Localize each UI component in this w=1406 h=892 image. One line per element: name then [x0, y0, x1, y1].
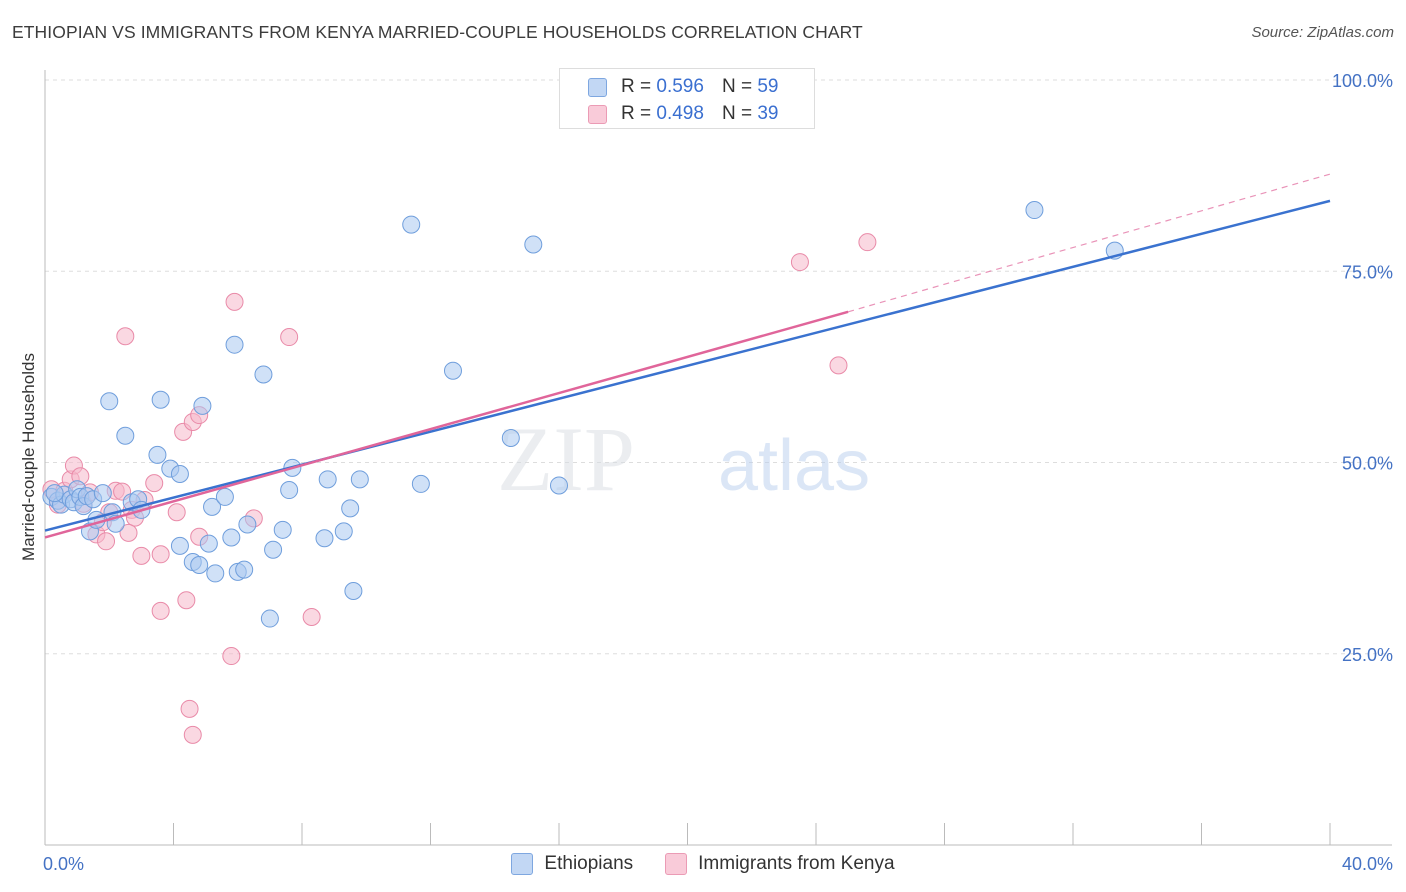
data-point: [116, 426, 135, 445]
data-point: [222, 528, 241, 547]
data-point: [97, 532, 116, 551]
data-point: [203, 497, 222, 516]
axes: [44, 70, 1392, 846]
data-point: [145, 474, 164, 493]
data-point: [222, 647, 241, 666]
data-point: [119, 523, 138, 542]
watermark-atlas: atlas: [718, 426, 870, 506]
legend-label: Immigrants from Kenya: [698, 853, 895, 874]
data-point: [524, 235, 543, 254]
data-point: [280, 481, 299, 500]
y-tick-label: 25.0%: [1342, 645, 1393, 665]
data-point: [315, 529, 334, 548]
n-label: N =: [721, 103, 753, 124]
trend-lines: [44, 173, 1331, 539]
data-point: [177, 591, 196, 610]
data-point: [151, 601, 170, 620]
data-point: [151, 390, 170, 409]
data-point: [318, 470, 337, 489]
pink-swatch: [588, 104, 607, 124]
data-point: [344, 582, 363, 601]
r-label: R =: [621, 103, 652, 124]
data-point: [402, 215, 421, 234]
y-axis-label: Married-couple Households: [19, 353, 38, 561]
data-point: [790, 253, 809, 272]
legend-row-ethiopians: R = 0.596 N = 59: [588, 76, 778, 98]
data-point: [183, 725, 202, 744]
data-point: [411, 474, 430, 493]
data-point: [858, 233, 877, 252]
r-value: 0.498: [656, 103, 704, 124]
series-legend: Ethiopians Immigrants from Kenya: [0, 852, 1406, 876]
correlation-legend: R = 0.596 N = 59 R = 0.498 N = 39: [559, 68, 815, 129]
data-point: [501, 429, 520, 448]
n-label: N =: [721, 76, 753, 97]
data-point: [132, 546, 151, 565]
watermark-zip: ZIP: [497, 408, 635, 510]
data-point: [260, 609, 279, 628]
r-label: R =: [621, 76, 652, 97]
data-point: [235, 560, 254, 579]
y-tick-label: 50.0%: [1342, 454, 1393, 474]
data-point: [215, 487, 234, 506]
pink-swatch: [665, 853, 688, 875]
data-point: [225, 292, 244, 311]
data-point: [334, 522, 353, 541]
x-tick-label: 40.0%: [1342, 854, 1393, 874]
data-point: [302, 608, 321, 627]
data-point: [273, 520, 292, 539]
data-point: [238, 515, 257, 534]
n-value: 59: [757, 76, 779, 97]
legend-item-kenya[interactable]: Immigrants from Kenya: [665, 853, 895, 875]
data-point: [1025, 201, 1044, 220]
trend-line-ethiopians: [44, 199, 1331, 532]
data-point: [341, 499, 360, 518]
data-point: [190, 556, 209, 575]
n-value: 39: [757, 103, 779, 124]
r-value: 0.596: [656, 76, 704, 97]
trend-extension-kenya: [847, 173, 1331, 313]
trend-line-kenya: [44, 310, 849, 539]
data-point: [254, 365, 273, 384]
data-point: [199, 534, 218, 553]
data-point: [829, 356, 848, 375]
data-point: [45, 484, 64, 503]
data-point: [225, 335, 244, 354]
data-point: [170, 464, 189, 483]
data-point: [170, 536, 189, 555]
data-point: [550, 476, 568, 495]
data-point: [193, 396, 212, 415]
data-point: [180, 699, 199, 718]
data-point: [167, 503, 186, 522]
data-point: [350, 470, 369, 489]
data-point: [148, 445, 167, 464]
data-point: [116, 327, 135, 346]
source-label: Source: ZipAtlas.com: [1251, 24, 1394, 41]
data-point: [151, 545, 170, 564]
blue-swatch: [511, 853, 534, 875]
y-tick-label: 75.0%: [1342, 262, 1393, 282]
data-point: [100, 392, 119, 411]
legend-label: Ethiopians: [544, 853, 634, 874]
blue-swatch: [588, 77, 607, 97]
data-point: [443, 361, 462, 380]
data-point: [280, 328, 299, 347]
legend-row-kenya: R = 0.498 N = 39: [588, 103, 778, 125]
chart-title: ETHIOPIAN VS IMMIGRANTS FROM KENYA MARRI…: [12, 22, 863, 42]
watermark: ZIP atlas: [497, 408, 870, 510]
data-point: [206, 564, 225, 583]
x-tick-label: 0.0%: [43, 854, 84, 874]
y-tick-label: 100.0%: [1332, 71, 1393, 91]
legend-item-ethiopians[interactable]: Ethiopians: [511, 853, 633, 875]
tick-labels: 100.0% 75.0% 50.0% 25.0% 0.0% 40.0%: [43, 71, 1393, 874]
data-point: [93, 484, 112, 503]
data-point: [264, 540, 283, 559]
